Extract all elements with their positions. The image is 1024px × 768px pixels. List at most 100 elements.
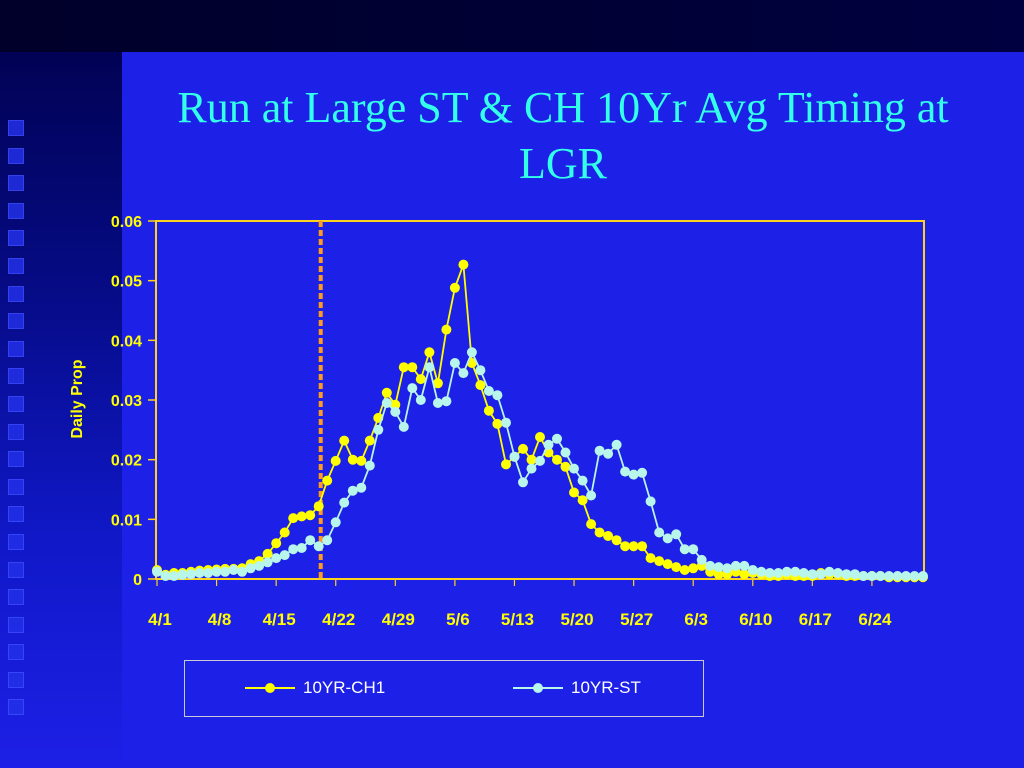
data-point-ch1: [620, 541, 631, 552]
data-point-st: [194, 568, 205, 578]
legend-label-st: 10YR-ST: [571, 678, 641, 697]
data-point-ch1: [398, 362, 409, 373]
data-point-st: [407, 383, 418, 394]
x-axis: 4/1 4/8 4/15 4/22 4/29 5/6 5/13 5/20 5/27 6/3 6/10…: [148, 579, 892, 629]
data-point-ch1: [569, 487, 579, 498]
data-point-st: [152, 566, 162, 577]
data-point-st: [730, 560, 741, 571]
data-point-st: [483, 386, 494, 396]
data-point-st: [415, 395, 426, 405]
data-point-ch1: [407, 362, 418, 373]
data-point-st: [577, 475, 588, 486]
data-point-st: [713, 562, 724, 573]
decorative-square: [8, 340, 24, 357]
data-point-st: [305, 535, 316, 546]
decorative-square: [8, 699, 24, 716]
data-point-st: [169, 571, 179, 581]
data-point-st: [296, 543, 307, 553]
data-point-st: [160, 571, 171, 581]
decorative-square: [8, 257, 24, 274]
x-tick-label: 4/8: [208, 610, 232, 629]
decorative-square: [8, 589, 24, 606]
x-tick-label: 6/17: [799, 610, 832, 629]
y-tick-label: 0.05: [111, 274, 142, 291]
data-point-ch1: [603, 531, 614, 541]
data-point-st: [424, 362, 435, 373]
x-tick-label: 4/29: [382, 610, 415, 629]
data-point-ch1: [424, 347, 435, 358]
data-point-st: [594, 445, 605, 456]
data-point-ch1: [535, 432, 545, 442]
data-point-st: [798, 568, 809, 578]
data-point-ch1: [492, 418, 503, 429]
data-point-st: [688, 544, 699, 555]
data-point-st: [628, 469, 639, 480]
decorative-square: [8, 230, 24, 247]
decorative-square: [8, 395, 24, 412]
data-point-st: [866, 571, 877, 581]
legend-label-ch1: 10YR-CH1: [303, 678, 386, 697]
data-point-ch1: [552, 454, 562, 465]
data-point-st: [543, 439, 554, 450]
data-point-ch1: [637, 541, 648, 552]
data-point-st: [849, 569, 860, 580]
data-point-st: [560, 447, 571, 458]
x-tick-label: 5/6: [446, 610, 470, 629]
data-point-st: [271, 553, 282, 564]
data-point-st: [203, 568, 214, 578]
slide-title: Run at Large ST & CH 10Yr Avg Timing at …: [177, 83, 949, 188]
decorative-square: [8, 202, 24, 219]
data-point-st: [245, 563, 256, 574]
data-point-st: [535, 455, 545, 466]
data-point-st: [892, 571, 903, 581]
data-point-st: [254, 560, 265, 571]
decorative-square: [8, 147, 24, 164]
y-tick-label: 0.01: [111, 512, 142, 529]
data-point-st: [262, 557, 273, 568]
data-point-st: [364, 460, 375, 471]
data-point-st: [339, 497, 350, 508]
y-tick-label: 0.03: [111, 393, 142, 410]
y-axis-label: Daily Prop: [69, 359, 86, 438]
data-point-st: [790, 566, 801, 577]
data-point-ch1: [415, 374, 426, 385]
decorative-square: [8, 478, 24, 495]
x-tick-label: 6/3: [684, 610, 708, 629]
decorative-square: [8, 644, 24, 661]
data-point-st: [373, 424, 384, 435]
data-point-st: [398, 421, 409, 432]
x-tick-label: 5/20: [560, 610, 593, 629]
data-point-st: [518, 477, 528, 488]
data-point-st: [449, 358, 460, 368]
data-point-st: [526, 463, 537, 474]
data-point-ch1: [432, 378, 443, 389]
decorative-square: [8, 285, 24, 302]
data-point-ch1: [322, 475, 333, 486]
plot-area-border: [155, 220, 925, 580]
data-point-ch1: [347, 454, 358, 465]
data-point-ch1: [501, 459, 511, 470]
y-tick-label: 0.06: [111, 214, 142, 231]
data-point-st: [509, 451, 520, 462]
data-point-ch1: [526, 454, 537, 465]
data-point-st: [569, 463, 579, 474]
data-point-ch1: [364, 435, 375, 446]
data-point-st: [722, 563, 733, 574]
data-point-st: [611, 439, 622, 450]
x-tick-label: 5/13: [501, 610, 534, 629]
data-point-st: [322, 535, 333, 546]
data-point-ch1: [594, 527, 605, 538]
data-point-st: [645, 496, 656, 507]
data-point-st: [875, 571, 886, 581]
data-point-ch1: [560, 461, 571, 472]
data-point-st: [901, 571, 911, 581]
data-point-st: [220, 566, 231, 577]
data-point-st: [824, 566, 835, 577]
data-point-ch1: [628, 541, 639, 552]
data-point-ch1: [279, 527, 290, 538]
data-point-ch1: [739, 569, 750, 580]
data-point-ch1: [688, 563, 699, 574]
data-point-st: [237, 566, 248, 577]
data-point-st: [475, 365, 486, 376]
data-point-ch1: [330, 455, 341, 466]
